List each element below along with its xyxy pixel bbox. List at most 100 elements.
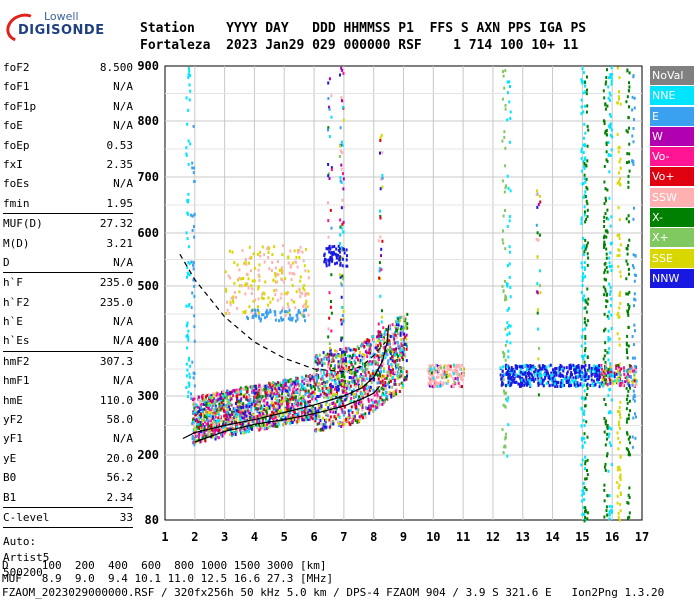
echo-point [626,262,629,266]
echo-point [392,368,394,372]
echo-point [461,374,464,378]
echo-point [570,371,573,374]
echo-point [292,380,295,384]
echo-point [326,380,328,384]
echo-point [587,256,590,260]
echo-point [568,364,571,368]
echo-point [586,319,589,323]
echo-point [264,416,267,420]
echo-point [463,373,465,377]
echo-point [254,423,257,427]
echo-point [500,383,503,387]
echo-point [317,367,320,371]
echo-point [307,389,310,393]
echo-point [626,501,629,505]
echo-point [222,389,224,393]
echo-point [595,369,598,373]
echo-point [376,335,378,339]
echo-point [617,146,620,150]
echo-point [581,284,584,287]
echo-point [366,389,369,393]
echo-point [303,406,305,410]
echo-point [585,393,588,396]
echo-point [580,150,583,153]
echo-point [341,140,343,144]
echo-point [377,377,380,381]
echo-point [307,415,310,419]
x-tick-label: 10 [426,530,440,544]
echo-point [629,409,631,413]
echo-point [261,292,264,296]
echo-point [302,415,305,419]
echo-point [379,353,382,357]
echo-point [365,377,368,381]
echo-point [257,392,260,395]
echo-point [369,407,372,411]
echo-point [534,368,537,371]
echo-point [355,405,358,409]
echo-point [583,162,586,165]
echo-point [229,398,231,402]
echo-point [598,372,601,376]
echo-point [374,370,377,374]
echo-point [224,417,227,421]
echo-point [627,214,630,218]
echo-point [275,272,278,276]
echo-point [508,245,511,249]
param-value: 56.2 [106,471,134,485]
echo-point [303,382,306,386]
echo-point [269,300,272,304]
echo-point [280,417,283,421]
echo-point [628,152,631,156]
echo-point [299,295,302,298]
echo-point [327,396,330,400]
echo-point [264,424,267,427]
echo-point [322,370,325,374]
echo-point [405,347,408,351]
echo-point [302,418,305,422]
echo-point [526,380,529,384]
echo-point [351,348,354,352]
echo-point [633,292,636,296]
echo-point [602,370,605,374]
echo-point [567,376,570,380]
echo-point [635,274,637,277]
echo-point [434,364,437,368]
echo-point [609,304,612,308]
echo-point [432,372,434,376]
echo-point [385,327,388,331]
echo-point [592,384,595,388]
echo-point [341,151,344,155]
echo-point [608,124,611,128]
echo-point [608,388,611,392]
echo-point [333,382,336,386]
echo-point [430,383,433,386]
echo-point [389,335,392,338]
echo-point [359,358,362,362]
echo-point [625,277,628,281]
echo-point [506,284,509,288]
echo-point [257,305,259,309]
echo-point [363,356,365,360]
echo-point [396,370,399,374]
echo-point [377,339,380,343]
echo-point [604,131,607,135]
echo-point [253,384,256,388]
echo-point [559,363,562,367]
echo-point [610,444,612,447]
echo-point [586,469,588,472]
echo-point [631,108,634,112]
echo-point [353,415,356,419]
echo-point [350,361,353,364]
echo-point [632,74,635,78]
echo-point [584,460,587,464]
echo-point [592,379,595,383]
echo-point [596,373,599,377]
echo-point [368,411,371,415]
echo-point [618,379,621,383]
echo-point [210,433,213,437]
param-row: foEp 0.53 [3,136,137,155]
echo-point [569,373,572,377]
echo-point [344,369,347,372]
echo-point [537,364,540,368]
